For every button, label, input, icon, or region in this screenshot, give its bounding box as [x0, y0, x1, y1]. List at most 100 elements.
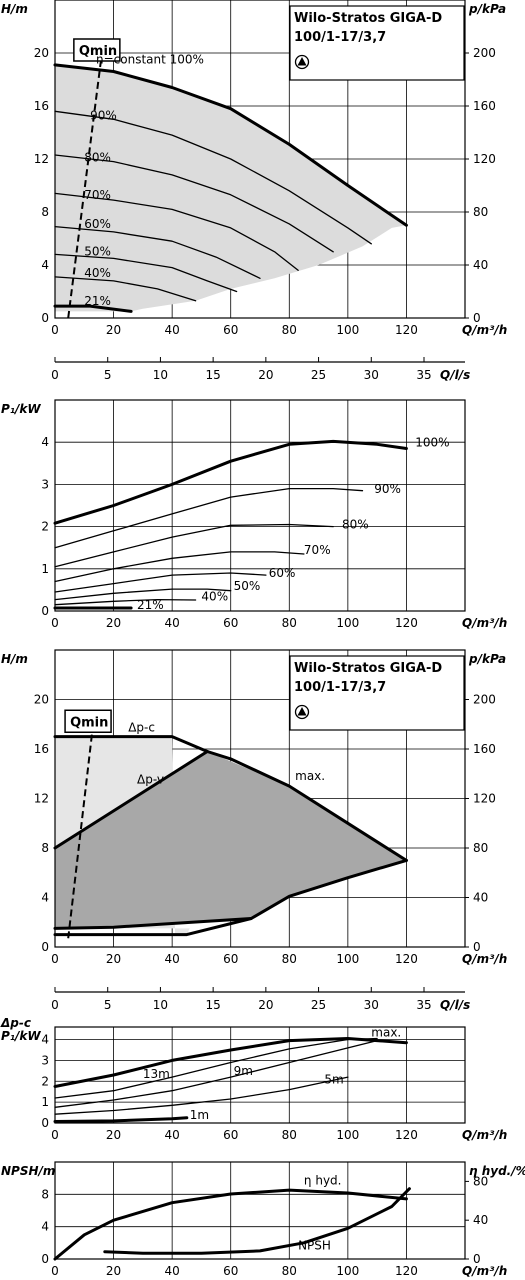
- x-tick-label: 40: [165, 616, 180, 630]
- series-label-1m: 1m: [190, 1108, 209, 1122]
- series-label-n-constant-100: n=constant 100%: [96, 53, 204, 67]
- x-tick-label: 60: [223, 323, 238, 337]
- flow-tick-label: 10: [153, 998, 168, 1012]
- y-tick-label: 0: [41, 1252, 49, 1266]
- series-label-40: 40%: [201, 589, 228, 603]
- x-tick-label: 100: [336, 1264, 359, 1278]
- y2-tick-label: 80: [473, 841, 488, 855]
- y2-tick-label: 0: [473, 940, 481, 954]
- series-line-p-c: [53, 735, 209, 753]
- y2-tick-label: 120: [473, 792, 496, 806]
- y-tick-label: 16: [34, 99, 49, 113]
- y2-tick-label: 200: [473, 693, 496, 707]
- qmin-line: [67, 52, 103, 319]
- y2-tick-label: 200: [473, 46, 496, 60]
- flow-tick-label: 0: [51, 368, 59, 382]
- series-label-13m: 13m: [143, 1067, 170, 1081]
- y-axis-label: H/m: [1, 652, 28, 666]
- x-tick-label: 20: [106, 1128, 121, 1142]
- flow-tick-label: 30: [364, 998, 379, 1012]
- qmin-label: Qmin: [70, 715, 108, 730]
- y-axis-label: P₁/kW: [1, 1029, 41, 1043]
- series-label-p-c: Δp-c: [128, 721, 155, 735]
- flow-tick-label: 25: [311, 368, 326, 382]
- y-tick-label: 4: [41, 1033, 49, 1047]
- series-label-50: 50%: [84, 245, 111, 259]
- series-line-n-constant-100: [53, 63, 408, 227]
- x-tick-label: 0: [51, 952, 59, 966]
- series-label-npsh: NPSH: [298, 1238, 331, 1252]
- y-tick-label: 20: [34, 46, 49, 60]
- x-tick-label: 100: [336, 323, 359, 337]
- x-tick-label: 60: [223, 952, 238, 966]
- y2-tick-label: 80: [473, 1174, 488, 1188]
- y-tick-label: 0: [41, 1116, 49, 1130]
- x-axis-label: Q/m³/h: [462, 1128, 507, 1142]
- qmin-label: Qmin: [79, 44, 117, 59]
- y-tick-label: 1: [41, 1095, 49, 1109]
- y-tick-label: 4: [41, 435, 49, 449]
- series-line-unnamed: [53, 917, 253, 937]
- x-tick-label: 120: [395, 616, 418, 630]
- y2-tick-label: 160: [473, 742, 496, 756]
- y-tick-label: 0: [41, 604, 49, 618]
- title-box: [289, 655, 465, 731]
- y-tick-label: 4: [41, 891, 49, 905]
- series-label-60: 60%: [84, 217, 111, 231]
- x-tick-label: 0: [51, 1264, 59, 1278]
- pump-triangle-icon: [297, 707, 307, 716]
- x-axis-label: Q/m³/h: [462, 616, 507, 630]
- flow-tick-label: 5: [104, 368, 112, 382]
- qmin-line: [67, 724, 95, 939]
- flow-axis-label: Q/l/s: [440, 998, 470, 1012]
- flow-tick-label: 15: [205, 998, 220, 1012]
- y-tick-label: 0: [41, 311, 49, 325]
- x-tick-label: 100: [336, 952, 359, 966]
- series-label-50: 50%: [234, 579, 261, 593]
- x-axis-label: Q/m³/h: [462, 323, 507, 337]
- x-tick-label: 40: [165, 1264, 180, 1278]
- y2-tick-label: 0: [473, 311, 481, 325]
- x-tick-label: 80: [282, 1264, 297, 1278]
- operating-region: [55, 64, 407, 312]
- chart-title-line: 100/1-17/3,7: [294, 680, 386, 695]
- panel-flow1: 0 5 10 15 20 25 30 35 Q/l/s: [51, 357, 470, 382]
- series-label-70: 70%: [84, 188, 111, 202]
- chart-title-line: Wilo-Stratos GIGA-D: [294, 11, 442, 26]
- flow-tick-label: 30: [364, 368, 379, 382]
- series-line-90: [54, 487, 364, 549]
- y2-tick-label: 40: [473, 1213, 488, 1227]
- plot-frame: [54, 399, 466, 612]
- x-tick-label: 20: [106, 1264, 121, 1278]
- y-tick-label: 12: [34, 152, 49, 166]
- x-tick-label: 80: [282, 616, 297, 630]
- x-tick-label: 60: [223, 1128, 238, 1142]
- y-axis-label: P₁/kW: [1, 402, 41, 416]
- series-line-max: [53, 1037, 408, 1088]
- x-tick-label: 100: [336, 1128, 359, 1142]
- series-label-100: 100%: [415, 435, 449, 449]
- series-label-max: max.: [295, 769, 325, 783]
- y-tick-label: 16: [34, 742, 49, 756]
- qmin-box: [64, 709, 112, 733]
- series-label-21: 21%: [84, 294, 111, 308]
- control-region: [55, 751, 407, 929]
- x-tick-label: 20: [106, 616, 121, 630]
- flow-tick-label: 35: [416, 368, 431, 382]
- x-tick-label: 120: [395, 323, 418, 337]
- qmin-box: [73, 38, 121, 62]
- series-line-max: [205, 750, 408, 862]
- series-line-70: [54, 551, 305, 583]
- chart-title-line: 100/1-17/3,7: [294, 30, 386, 45]
- panel-head2: 0 20 40 60 80 100 120 0 4 8 12 16 20 Q/m³/h H/m 0 40 80 12…: [1, 649, 507, 966]
- x-tick-label: 0: [51, 616, 59, 630]
- series-line-npsh: [103, 1187, 411, 1255]
- y2-axis-label: p/kPa: [468, 2, 506, 16]
- flow-axis-label: Q/l/s: [440, 368, 470, 382]
- y-tick-label: 8: [41, 841, 49, 855]
- y-tick-label: 1: [41, 562, 49, 576]
- x-tick-label: 120: [395, 1128, 418, 1142]
- x-tick-label: 100: [336, 616, 359, 630]
- y-tick-label: 12: [34, 792, 49, 806]
